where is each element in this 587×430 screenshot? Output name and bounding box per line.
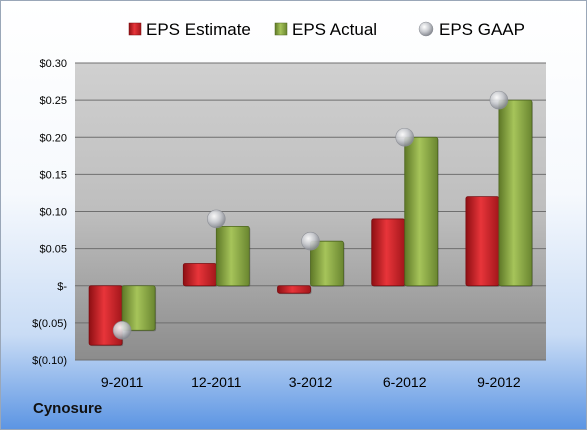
legend-swatch-eps-actual bbox=[274, 22, 288, 36]
legend-label-eps-actual: EPS Actual bbox=[292, 20, 377, 39]
marker-eps-gaap-3-2012 bbox=[301, 231, 320, 251]
y-tick-label-6: $- bbox=[57, 281, 67, 293]
bar-eps-actual-3-2012 bbox=[310, 240, 344, 287]
legend-label-eps-estimate: EPS Estimate bbox=[146, 20, 251, 39]
marker-eps-gaap-6-2012 bbox=[395, 127, 415, 147]
x-tick-label-6-2012: 6-2012 bbox=[383, 374, 427, 390]
legend-item-eps-estimate: EPS Estimate bbox=[128, 20, 251, 39]
marker-eps-gaap-9-2012 bbox=[489, 90, 509, 110]
x-tick-label-9-2011: 9-2011 bbox=[101, 374, 144, 390]
y-tick-label-3: $0.15 bbox=[39, 169, 67, 181]
x-tick-label-3-2012: 3-2012 bbox=[289, 374, 333, 390]
bar-eps-actual-6-2012 bbox=[404, 136, 439, 287]
y-tick-label-2: $0.20 bbox=[39, 132, 67, 144]
y-tick-label-5: $0.05 bbox=[39, 244, 67, 256]
legend-swatch-eps-estimate bbox=[128, 22, 142, 36]
legend-item-eps-actual: EPS Actual bbox=[274, 20, 377, 39]
x-tick-label-12-2011: 12-2011 bbox=[191, 374, 242, 390]
y-tick-label-8: $(0.10) bbox=[32, 355, 67, 367]
marker-eps-gaap-12-2011 bbox=[207, 209, 226, 229]
bar-eps-estimate-3-2012 bbox=[277, 285, 311, 294]
bar-eps-actual-9-2011 bbox=[121, 285, 156, 331]
y-tick-label-1: $0.25 bbox=[39, 95, 67, 107]
company-label: Cynosure bbox=[33, 400, 103, 417]
legend: EPS Estimate EPS Actual EPS GAAP bbox=[128, 20, 525, 39]
bar-eps-estimate-12-2011 bbox=[182, 263, 217, 287]
x-tick-label-9-2012: 9-2012 bbox=[477, 374, 521, 390]
bar-eps-estimate-6-2012 bbox=[371, 218, 406, 287]
bar-eps-actual-12-2011 bbox=[215, 225, 250, 287]
legend-swatch-eps-gaap bbox=[418, 21, 434, 37]
bar-eps-actual-9-2012 bbox=[498, 99, 533, 287]
y-tick-label-0: $0.30 bbox=[39, 58, 67, 70]
legend-item-eps-gaap: EPS GAAP bbox=[418, 20, 525, 39]
legend-label-eps-gaap: EPS GAAP bbox=[439, 20, 525, 39]
bar-eps-estimate-9-2012 bbox=[465, 196, 500, 287]
y-tick-label-4: $0.10 bbox=[39, 207, 67, 219]
y-tick-label-7: $(0.05) bbox=[32, 318, 67, 330]
marker-eps-gaap-9-2011 bbox=[112, 320, 132, 340]
